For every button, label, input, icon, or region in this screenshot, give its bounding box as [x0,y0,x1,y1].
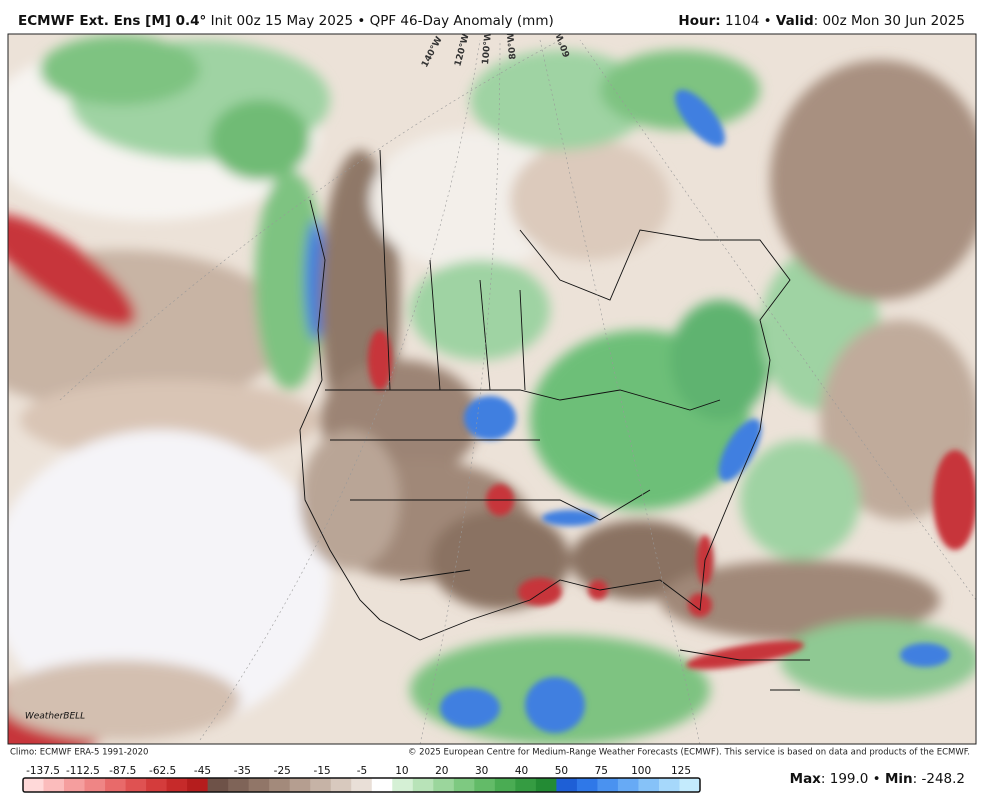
colorbar-label: -62.5 [149,765,176,777]
colorbar-swatch [146,778,168,792]
colorbar-swatch [84,778,106,792]
stat-part: : -248.2 [913,771,965,787]
colorbar-label: -5 [357,765,367,777]
colorbar-label: -35 [234,765,251,777]
header-part: 1104 • [721,13,776,29]
colorbar-label: -45 [194,765,211,777]
colorbar-swatch [433,778,455,792]
colorbar-label: -137.5 [26,765,60,777]
colorbar-label: 75 [595,765,608,777]
longitude-label: 100°W [481,31,494,65]
header-part: : 00z Mon 30 Jun 2025 [814,13,965,29]
colorbar-label: 30 [475,765,488,777]
colorbar-swatch [535,778,557,792]
colorbar-swatch [679,778,701,792]
copyright: © 2025 European Centre for Medium-Range … [408,748,970,758]
colorbar-swatch [166,778,188,792]
colorbar-swatch [453,778,475,792]
colorbar-label: 50 [555,765,568,777]
max-min: Max: 199.0 • Min: -248.2 [790,771,965,787]
colorbar-swatch [371,778,393,792]
colorbar-label: -15 [314,765,331,777]
header-title: ECMWF Ext. Ens [M] 0.4° Init 00z 15 May … [18,13,554,29]
colorbar-swatch [597,778,619,792]
colorbar-swatch [392,778,414,792]
stat-part: : 199.0 • [821,771,885,787]
climo-note: Climo: ECMWF ERA-5 1991-2020 [10,748,148,758]
colorbar-frame [22,777,701,793]
colorbar-label: 40 [515,765,528,777]
colorbar-swatch [187,778,209,792]
colorbar-label: 20 [435,765,448,777]
colorbar-label: -25 [274,765,291,777]
colorbar-swatch [228,778,250,792]
colorbar-swatch [638,778,660,792]
colorbar-swatch [125,778,147,792]
header-part: Init 00z 15 May 2025 • QPF 46-Day Anomal… [206,13,553,29]
stat-part: Max [790,771,822,787]
watermark: WeatherBELL [25,712,85,722]
colorbar-swatch [64,778,86,792]
colorbar-swatch [474,778,496,792]
colorbar-label: -112.5 [66,765,100,777]
header-part: Hour: [678,13,720,29]
colorbar-swatch [43,778,65,792]
colorbar-swatch [269,778,291,792]
stat-part: Min [885,771,913,787]
colorbar-label: -87.5 [109,765,136,777]
colorbar-swatch [576,778,598,792]
colorbar-swatch [556,778,578,792]
colorbar-swatch [207,778,229,792]
colorbar-swatch [515,778,537,792]
colorbar-swatch [310,778,332,792]
colorbar-swatch [289,778,311,792]
colorbar-swatch [105,778,127,792]
colorbar-swatch [23,778,45,792]
colorbar-swatch [330,778,352,792]
colorbar-swatch [658,778,680,792]
colorbar: -137.5 -112.5 -87.5 -62.5 -45 -35 -25 -15 -5 10 20… [22,765,701,793]
longitude-label: 80°W [506,32,518,60]
colorbar-swatch [617,778,639,792]
colorbar-swatch [351,778,373,792]
colorbar-label: 100 [631,765,651,777]
map: 140°W 120°W 100°W 80°W 60°W WeatherBELL [7,31,977,745]
header-valid: Hour: 1104 • Valid: 00z Mon 30 Jun 2025 [678,13,965,29]
colorbar-swatch [494,778,516,792]
colorbar-swatch [412,778,434,792]
header-part: ECMWF Ext. Ens [M] 0.4° [18,13,206,29]
colorbar-swatch [248,778,270,792]
colorbar-label: 125 [671,765,691,777]
colorbar-label: 10 [395,765,408,777]
header-part: Valid [776,13,814,29]
